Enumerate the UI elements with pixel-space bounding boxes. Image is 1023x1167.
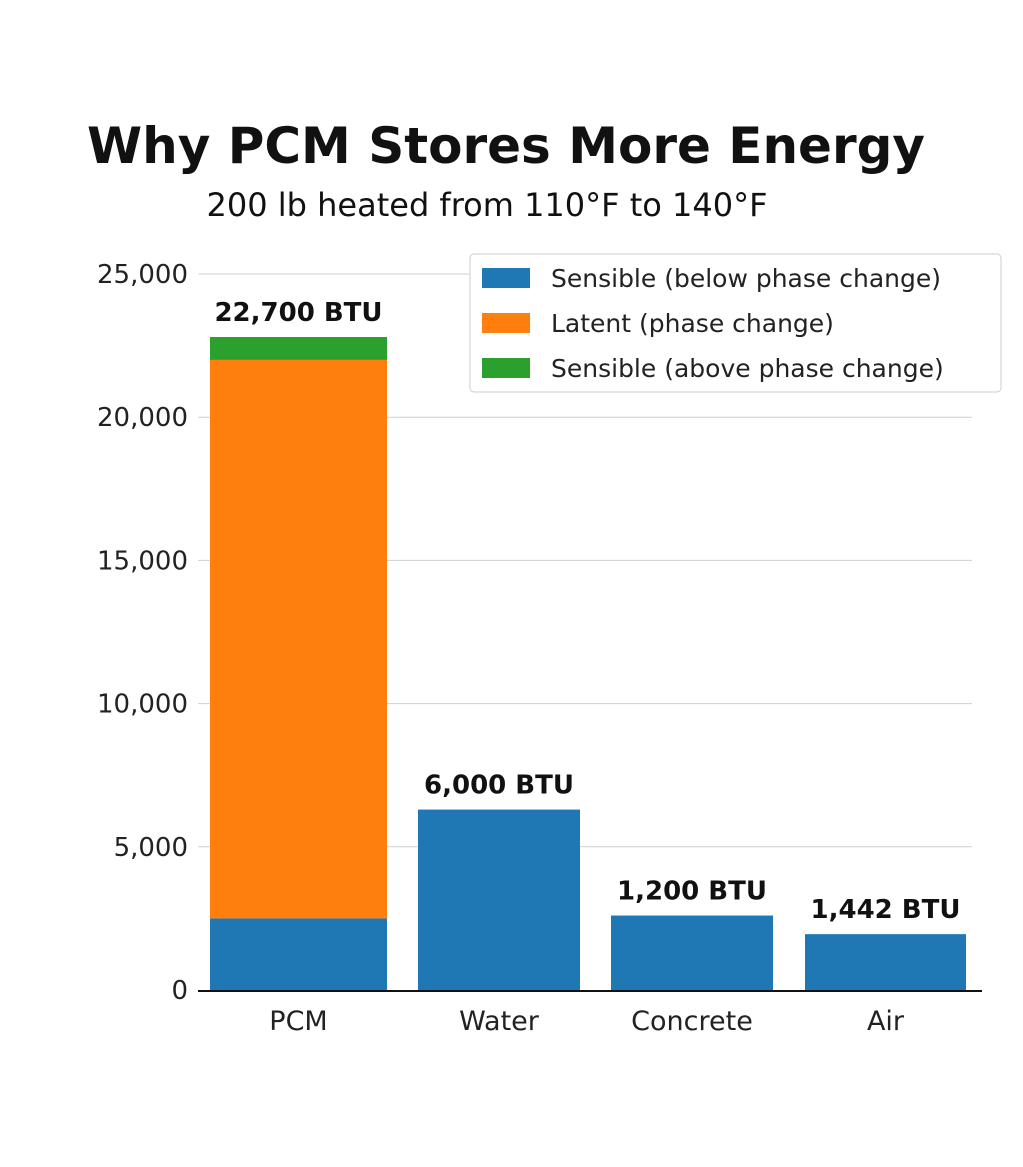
y-tick-label: 20,000 (97, 403, 188, 433)
y-tick-label: 25,000 (97, 260, 188, 290)
data-label: 1,442 BTU (811, 895, 961, 925)
y-tick-label: 15,000 (97, 546, 188, 576)
bar-segment (210, 337, 387, 360)
legend (469, 253, 1002, 393)
bar-segment (210, 918, 387, 990)
x-tick-label: Air (867, 1006, 905, 1037)
data-label: 6,000 BTU (424, 771, 574, 801)
y-tick-label: 5,000 (114, 833, 188, 863)
x-tick-label: Water (459, 1006, 540, 1037)
legend-label: Sensible (below phase change) (551, 264, 941, 293)
legend-swatch (482, 358, 530, 378)
chart-title: Why PCM Stores More Energy (87, 117, 925, 175)
bar-segment (210, 359, 387, 919)
chart-subtitle: 200 lb heated from 110°F to 140°F (207, 186, 768, 224)
bar-segment (611, 915, 773, 990)
x-tick-label: Concrete (631, 1006, 753, 1037)
bar-segment (805, 934, 966, 990)
data-label: 1,200 BTU (617, 877, 767, 907)
data-label: 22,700 BTU (214, 298, 382, 328)
legend-swatch (482, 313, 530, 333)
legend-label: Latent (phase change) (551, 309, 834, 338)
legend-swatch (482, 268, 530, 288)
y-tick-label: 0 (171, 976, 188, 1006)
legend-label: Sensible (above phase change) (551, 354, 944, 383)
y-tick-label: 10,000 (97, 690, 188, 720)
x-tick-label: PCM (269, 1006, 327, 1037)
bar-segment (418, 809, 580, 990)
